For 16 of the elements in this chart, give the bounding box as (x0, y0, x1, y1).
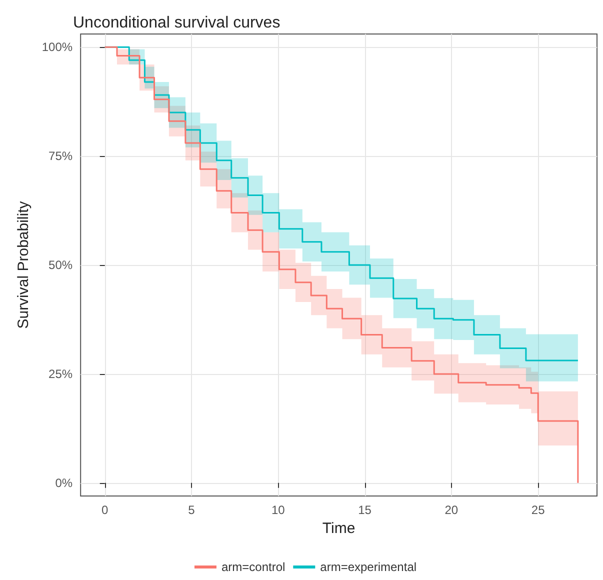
y-tick-label: 25% (48, 366, 73, 381)
y-tick-label: 100% (42, 40, 73, 54)
x-tick-label: 15 (358, 503, 372, 517)
chart-title: Unconditional survival curves (73, 14, 280, 32)
x-tick-label: 0 (102, 503, 109, 517)
y-tick-label: 50% (48, 258, 73, 272)
x-tick-label: 10 (271, 503, 286, 517)
y-axis-title: Survival Probability (15, 200, 32, 329)
legend-label: arm=control (221, 560, 286, 574)
legend-label: arm=experimental (320, 560, 417, 574)
y-tick-label: 0% (55, 476, 73, 490)
x-tick-label: 5 (188, 503, 196, 517)
x-tick-label: 20 (444, 503, 458, 517)
y-tick-label: 75% (48, 149, 73, 164)
x-tick-label: 25 (531, 503, 546, 517)
x-axis-title: Time (322, 520, 356, 537)
